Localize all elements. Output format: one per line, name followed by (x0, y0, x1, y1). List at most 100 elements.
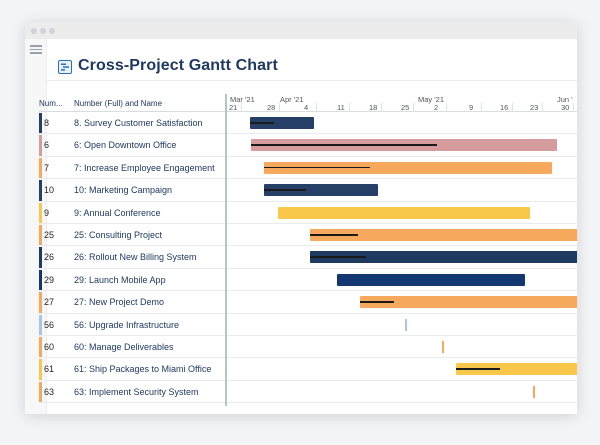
task-number: 25 (44, 230, 55, 240)
task-number: 61 (44, 364, 55, 375)
task-number: 9 (44, 207, 50, 218)
progress-line (310, 256, 366, 258)
task-name[interactable]: 9: Annual Conference (74, 207, 161, 218)
timeline-tick (446, 103, 447, 112)
gantt-area: Num... Number (Full) and Name 8 8. Survey… (39, 94, 577, 414)
row-color-marker (39, 135, 42, 156)
gantt-bar[interactable] (310, 251, 577, 264)
row-color-marker (39, 337, 42, 358)
page-title: Cross-Project Gantt Chart (78, 57, 278, 74)
task-name[interactable]: 8. Survey Customer Satisfaction (74, 118, 203, 128)
task-row[interactable]: 7 7: Increase Employee Engagement (39, 157, 577, 180)
row-color-marker (39, 381, 42, 403)
task-name[interactable]: 6: Open Downtown Office (74, 140, 177, 151)
milestone-marker[interactable] (442, 341, 444, 353)
gantt-bar[interactable] (250, 117, 314, 129)
task-number: 63 (44, 386, 55, 397)
task-number: 6 (44, 140, 50, 151)
task-name[interactable]: 26: Rollout New Billing System (74, 252, 197, 263)
task-name[interactable]: 60: Manage Deliverables (74, 342, 174, 352)
task-name[interactable]: 27: New Project Demo (74, 297, 165, 308)
task-row[interactable]: 26 26: Rollout New Billing System (39, 246, 577, 269)
row-color-marker (39, 157, 42, 179)
task-number: 26 (44, 252, 55, 263)
column-header-name[interactable]: Number (Full) and Name (74, 99, 163, 108)
gantt-bar[interactable] (264, 161, 552, 174)
task-name[interactable]: 56: Upgrade Infrastructure (74, 319, 180, 330)
progress-line (264, 189, 306, 191)
timeline-tick (542, 103, 543, 112)
task-number: 60 (44, 342, 55, 352)
gantt-bar[interactable] (360, 296, 577, 309)
timeline-day-label: 28 (267, 103, 276, 112)
window-dot (31, 28, 37, 34)
timeline-day-label: 2 (434, 103, 439, 112)
row-color-marker (39, 269, 42, 291)
app-window: Cross-Project Gantt Chart Num... Number … (25, 22, 577, 414)
window-dot (49, 28, 55, 34)
timeline-header: Mar '21 Apr '21 May '21 Jun ' 21 28 4 11 18 25 2 9 1… (227, 94, 577, 112)
column-header-number[interactable]: Num... (39, 99, 63, 108)
task-row[interactable]: 63 63: Implement Security System (39, 381, 577, 404)
timeline-day-label: 11 (337, 103, 345, 112)
grid-splitter[interactable] (225, 94, 227, 406)
task-row[interactable]: 27 27: New Project Demo (39, 291, 577, 314)
gantt-bar[interactable] (251, 139, 557, 152)
task-name[interactable]: 29: Launch Mobile App (74, 274, 166, 285)
row-color-marker (39, 292, 42, 313)
timeline-tick (481, 103, 482, 112)
task-row[interactable]: 6 6: Open Downtown Office (39, 134, 577, 157)
timeline-day-label: 23 (530, 103, 539, 112)
hamburger-menu-icon[interactable] (30, 45, 42, 54)
row-color-marker (39, 359, 42, 380)
milestone-marker[interactable] (533, 385, 535, 398)
row-color-marker (39, 202, 42, 223)
gantt-bar[interactable] (278, 206, 530, 219)
timeline-day-label: 25 (401, 103, 410, 112)
task-name[interactable]: 10: Marketing Campaign (74, 185, 173, 196)
gantt-bar[interactable] (456, 363, 577, 376)
task-name[interactable]: 7: Increase Employee Engagement (74, 162, 215, 173)
gantt-bar[interactable] (310, 229, 577, 241)
title-bar (25, 22, 577, 39)
milestone-marker[interactable] (405, 318, 407, 331)
timeline-tick (413, 103, 414, 112)
window-dot (40, 28, 46, 34)
timeline-day-label: 9 (469, 103, 474, 112)
task-number: 7 (44, 162, 50, 173)
row-color-marker (39, 180, 42, 201)
task-name[interactable]: 63: Implement Security System (74, 386, 199, 397)
timeline-tick (512, 103, 513, 112)
progress-line (250, 122, 274, 124)
row-color-marker (39, 225, 42, 246)
timeline: Mar '21 Apr '21 May '21 Jun ' 21 28 4 11 18 25 2 9 1… (227, 94, 577, 406)
task-row[interactable]: 60 60: Manage Deliverables (39, 336, 577, 359)
task-number: 29 (44, 274, 55, 285)
timeline-day-label: 16 (500, 103, 509, 112)
task-row[interactable]: 8 8. Survey Customer Satisfaction (39, 112, 577, 135)
timeline-month-label: Jun ' (557, 95, 573, 104)
task-name[interactable]: 61: Ship Packages to Miami Office (74, 364, 212, 375)
task-row[interactable]: 61 61: Ship Packages to Miami Office (39, 358, 577, 381)
timeline-tick (349, 103, 350, 112)
row-color-marker (39, 247, 42, 268)
task-name[interactable]: 25: Consulting Project (74, 230, 163, 240)
task-row[interactable]: 9 9: Annual Conference (39, 202, 577, 224)
gantt-chart-icon (58, 60, 72, 79)
gantt-bar[interactable] (264, 184, 378, 197)
timeline-day-label: 4 (304, 103, 309, 112)
progress-line (360, 301, 394, 303)
progress-line (251, 144, 437, 146)
timeline-month-label: May '21 (418, 95, 445, 104)
task-row[interactable]: 10 10: Marketing Campaign (39, 179, 577, 202)
task-row[interactable]: 29 29: Launch Mobile App (39, 269, 577, 292)
task-number: 8 (44, 118, 50, 128)
page-header: Cross-Project Gantt Chart (47, 39, 577, 81)
progress-line (310, 234, 358, 236)
timeline-tick (241, 103, 242, 112)
gantt-bar[interactable] (337, 273, 525, 286)
progress-line (264, 166, 370, 169)
timeline-day-label: 18 (369, 103, 378, 112)
task-row[interactable]: 25 25: Consulting Project (39, 224, 577, 247)
task-row[interactable]: 56 56: Upgrade Infrastructure (39, 314, 577, 336)
